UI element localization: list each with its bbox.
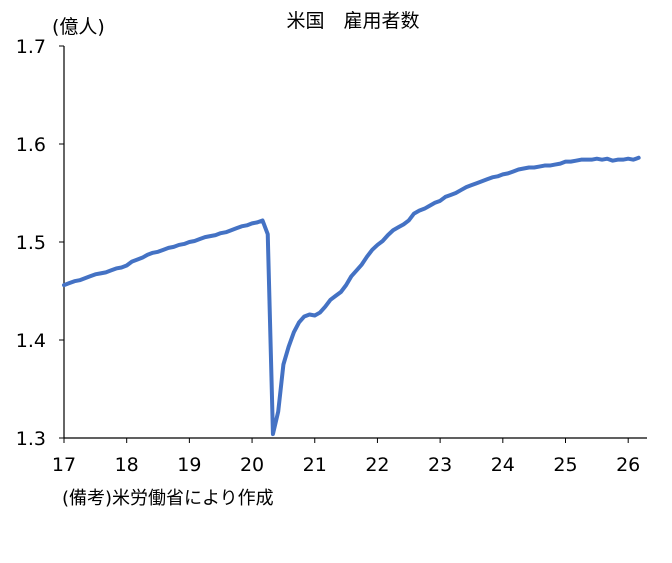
y-unit-label: (億人): [52, 16, 105, 38]
chart-title: 米国 雇用者数: [286, 10, 419, 32]
x-tick-label: 17: [52, 454, 76, 476]
x-tick-label: 26: [616, 454, 640, 476]
x-tick-label: 23: [428, 454, 452, 476]
axes: [63, 46, 647, 439]
x-tick-label: 22: [365, 454, 389, 476]
y-axis-ticks: 1.3 1.4 1.5 1.6 1.7: [16, 36, 64, 450]
x-tick-label: 24: [491, 454, 515, 476]
x-tick-label: 20: [240, 454, 264, 476]
x-tick-label: 21: [303, 454, 327, 476]
y-tick-label: 1.7: [16, 36, 46, 58]
y-tick-label: 1.6: [16, 134, 46, 156]
y-tick-label: 1.3: [16, 428, 46, 450]
x-axis-ticks: 17 18 19 20 21 22 23 24 25 26: [52, 438, 640, 476]
x-tick-label: 19: [177, 454, 201, 476]
source-note: (備考)米労働省により作成: [62, 488, 274, 509]
x-tick-label: 25: [553, 454, 577, 476]
y-tick-label: 1.4: [16, 330, 46, 352]
series-lines: [62, 155, 641, 437]
y-tick-label: 1.5: [16, 232, 46, 254]
x-tick-label: 18: [115, 454, 139, 476]
series-line: [62, 155, 641, 437]
